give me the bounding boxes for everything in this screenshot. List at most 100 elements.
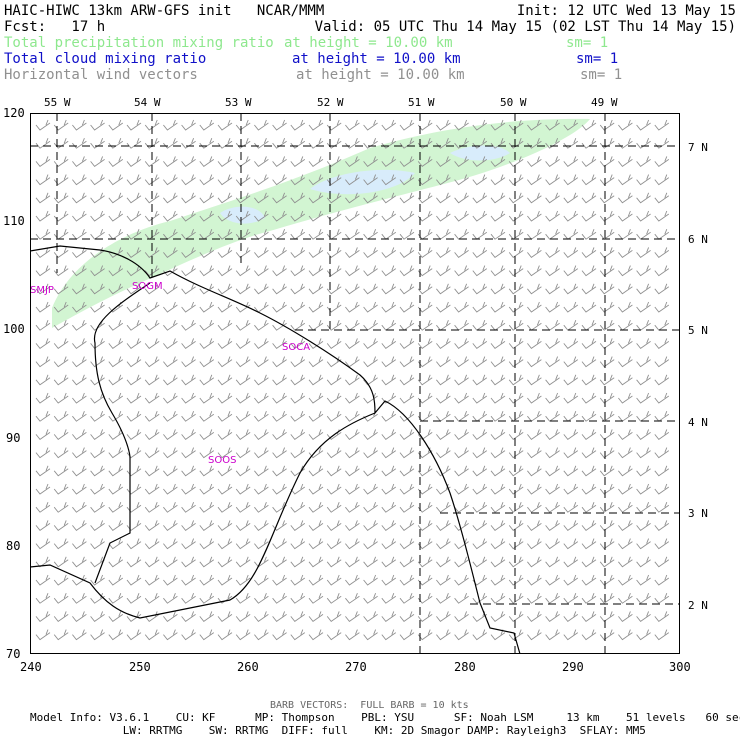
wind-barb [490,301,506,313]
wind-barb [35,265,51,277]
wind-barb [72,119,87,131]
station-sogm: SOGM [132,281,163,292]
wind-barb [217,538,233,550]
wind-barb [235,611,251,623]
wind-barb [527,138,542,149]
wind-barb [436,374,451,386]
wind-barb [636,247,651,259]
wind-barb [272,138,287,149]
wind-barb [618,593,633,604]
wind-barb [527,156,542,168]
wind-barb [436,392,451,404]
wind-barb [235,556,251,568]
wind-barb [454,138,469,149]
wind-barb [654,574,670,586]
wind-barb [654,483,670,495]
wind-barb [599,411,615,422]
wind-barb [654,465,670,477]
wind-barb [108,210,124,222]
field-precip-height: at height = 10.00 km [284,35,453,51]
wind-barb [563,283,579,295]
wind-barb [72,156,87,168]
wind-barb [254,210,269,222]
wind-barb [581,374,597,386]
wind-barb [545,265,560,277]
wind-barb [326,192,342,204]
wind-barb [126,338,142,350]
wind-barb [108,538,124,550]
wind-barb [308,447,324,459]
wind-barb [326,447,342,459]
wind-barb [636,447,651,459]
wind-barb [345,192,360,204]
wind-barb [581,574,597,586]
wind-barb [490,538,506,550]
wind-barb [545,447,560,459]
wind-barb [436,538,451,550]
y-tick-70: 70 [6,647,21,661]
wind-barb [454,356,469,368]
wind-barb [126,411,142,422]
wind-barb [363,611,378,623]
wind-barb [472,283,488,295]
wind-barb [144,210,160,222]
wind-barb [199,392,215,404]
map-plot: SMJP SOGM SOCA SOOS [30,113,680,654]
wind-barb [599,320,615,331]
wind-barb [108,629,124,641]
wind-barb [308,283,324,295]
wind-barb [126,138,142,149]
wind-barb [217,301,233,313]
wind-barb [108,156,124,168]
wind-barb [90,301,105,313]
wind-barb [35,156,51,168]
wind-barb [490,593,506,604]
wind-barb [599,574,615,586]
wind-barb [290,283,306,295]
wind-barb [235,156,251,168]
wind-barb [599,210,615,222]
wind-barb [599,611,615,623]
wind-barb [436,556,451,568]
wind-barb [144,338,160,350]
wind-barb [126,629,142,641]
wind-barb [308,593,324,604]
wind-barb [436,611,451,623]
wind-barb [436,174,451,186]
wind-barb [508,338,524,350]
wind-barb [545,556,560,568]
wind-barb [163,520,178,532]
wind-barb [527,283,542,295]
wind-barb [581,320,597,331]
wind-barb [399,483,415,495]
y-tick-120: 120 [3,106,25,120]
wind-barb [217,483,233,495]
wind-barb [654,229,670,240]
header-valid: Valid: 05 UTC Thu 14 May 15 (02 LST Thu … [314,19,736,35]
wind-barb [454,156,469,168]
wind-barb [399,593,415,604]
wind-barb [381,520,397,532]
wind-barb [199,611,215,623]
wind-barb [563,465,579,477]
wind-barb [527,483,542,495]
wind-barb [181,174,196,186]
wind-barb [454,611,469,623]
wind-barb [399,138,415,149]
wind-barb [636,374,651,386]
wind-barb [436,265,451,277]
wind-barb [53,320,69,331]
wind-barb [72,138,87,149]
wind-barb [654,283,670,295]
wind-barb [72,556,87,568]
wind-barb [108,611,124,623]
wind-barb [381,538,397,550]
wind-barb [90,483,105,495]
wind-barb [235,138,251,149]
wind-barb [235,629,251,641]
lon-label-53w: 53 W [225,96,252,109]
wind-barb [235,392,251,404]
wind-barb [290,411,306,422]
wind-barb [636,156,651,168]
wind-barb [545,356,560,368]
